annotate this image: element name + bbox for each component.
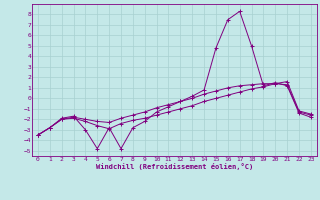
X-axis label: Windchill (Refroidissement éolien,°C): Windchill (Refroidissement éolien,°C) xyxy=(96,163,253,170)
